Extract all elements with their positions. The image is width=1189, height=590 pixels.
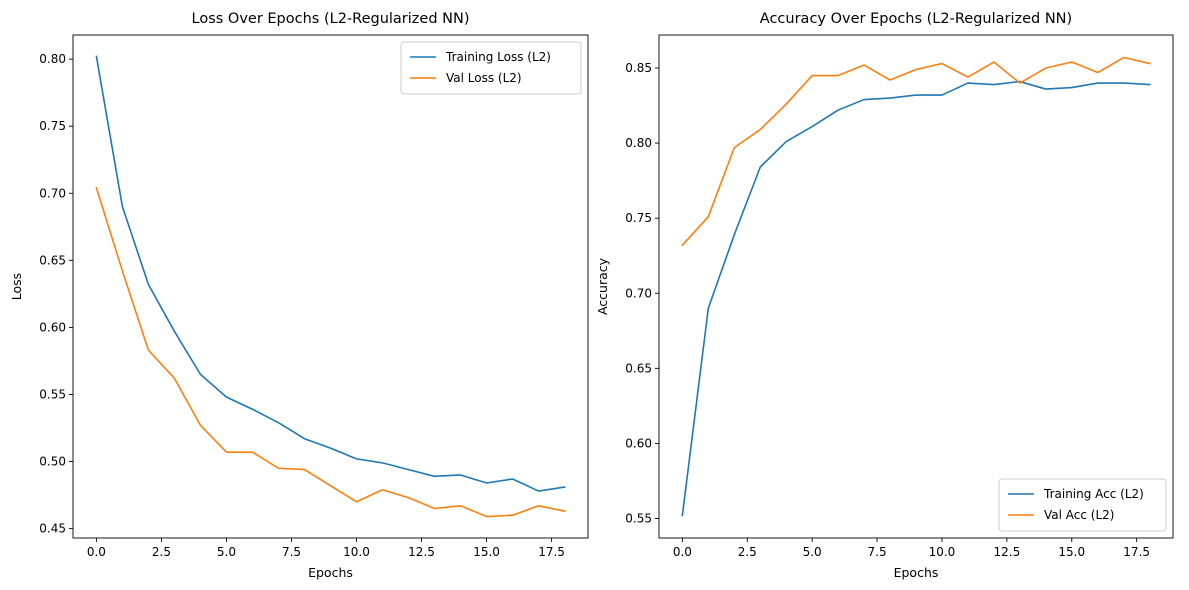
plot-frame xyxy=(72,34,589,539)
x-tick-label: 17.5 xyxy=(1123,545,1150,559)
y-tick-label: 0.65 xyxy=(39,253,66,267)
y-tick-label: 0.80 xyxy=(39,52,66,66)
plot-frame xyxy=(658,34,1174,539)
x-tick-label: 7.5 xyxy=(282,545,301,559)
y-tick-label: 0.60 xyxy=(625,436,652,450)
series-line-1 xyxy=(95,55,566,492)
x-tick-label: 2.5 xyxy=(738,545,757,559)
legend-entry: Training Acc (L2) xyxy=(1043,487,1144,501)
x-tick-label: 12.5 xyxy=(993,545,1020,559)
y-tick-label: 0.70 xyxy=(625,286,652,300)
legend-box xyxy=(400,41,582,95)
y-tick-label: 0.75 xyxy=(39,119,66,133)
legend-entry: Val Loss (L2) xyxy=(446,71,522,85)
chart-title: Loss Over Epochs (L2-Regularized NN) xyxy=(192,11,470,27)
x-tick-label: 7.5 xyxy=(868,545,887,559)
y-tick-label: 0.70 xyxy=(39,186,66,200)
y-tick-label: 0.50 xyxy=(39,455,66,469)
legend-box xyxy=(998,478,1167,532)
y-tick-label: 0.65 xyxy=(625,361,652,375)
y-tick-label: 0.55 xyxy=(39,387,66,401)
series-line-2 xyxy=(681,56,1151,247)
series-line-1 xyxy=(681,80,1151,517)
x-tick-label: 10.0 xyxy=(929,545,956,559)
x-tick-label: 0.0 xyxy=(87,545,106,559)
legend: Training Acc (L2) Val Acc (L2) xyxy=(998,478,1167,532)
y-tick-label: 0.55 xyxy=(625,511,652,525)
x-tick-label: 0.0 xyxy=(673,545,692,559)
y-tick-label: 0.45 xyxy=(39,522,66,536)
legend-entry: Val Acc (L2) xyxy=(1044,508,1114,522)
legend: Training Loss (L2) Val Loss (L2) xyxy=(400,41,582,95)
chart-2: 0.0 2.5 5.0 7.5 10.0 12.5 15.0 17.5 0.55 0.60 0.65… xyxy=(595,11,1174,580)
x-tick-label: 2.5 xyxy=(152,545,171,559)
x-tick-label: 5.0 xyxy=(217,545,236,559)
x-tick-label: 15.0 xyxy=(473,545,500,559)
y-tick-label: 0.85 xyxy=(625,61,652,75)
x-axis-label: Epochs xyxy=(308,565,353,580)
y-tick-label: 0.60 xyxy=(39,320,66,334)
x-axis-label: Epochs xyxy=(894,565,939,580)
legend-entry: Training Loss (L2) xyxy=(445,50,551,64)
y-tick-label: 0.75 xyxy=(625,211,652,225)
y-axis-label: Accuracy xyxy=(595,257,610,315)
chart-title: Accuracy Over Epochs (L2-Regularized NN) xyxy=(760,11,1072,27)
x-tick-label: 10.0 xyxy=(343,545,370,559)
y-axis-label: Loss xyxy=(9,273,24,300)
chart-1: 0.0 2.5 5.0 7.5 10.0 12.5 15.0 17.5 0.45 0.50 0.55… xyxy=(9,11,589,580)
x-tick-label: 15.0 xyxy=(1058,545,1085,559)
x-tick-label: 17.5 xyxy=(538,545,565,559)
x-tick-label: 5.0 xyxy=(803,545,822,559)
series-line-2 xyxy=(95,186,566,518)
y-tick-label: 0.80 xyxy=(625,136,652,150)
x-tick-label: 12.5 xyxy=(408,545,435,559)
